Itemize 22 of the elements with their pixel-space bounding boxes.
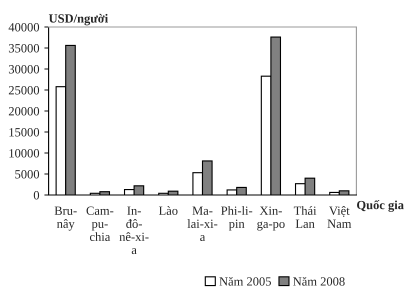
x-axis-title: Quốc gia bbox=[357, 200, 404, 212]
x-tick-label: Lào bbox=[158, 206, 178, 215]
x-tick-label: Cam- pu- chia bbox=[86, 206, 114, 242]
x-tick-label: Ma- lai-xi- a bbox=[187, 206, 218, 242]
x-tick-label: Việt Nam bbox=[328, 206, 352, 228]
y-tick-label: 35000 bbox=[8, 44, 40, 52]
legend-label: Năm 2008 bbox=[293, 277, 345, 286]
y-tick-label: 20000 bbox=[8, 107, 40, 116]
y-tick-label: 25000 bbox=[8, 86, 40, 94]
x-tick-label: Phi-li- pin bbox=[221, 206, 252, 231]
y-tick-label: 10000 bbox=[9, 149, 40, 158]
y-axis-title: USD/người bbox=[48, 14, 108, 26]
x-tick-label: In- đô- nê-xi- a bbox=[119, 206, 149, 254]
y-tick-label: 0 bbox=[34, 191, 40, 200]
legend-label: Năm 2005 bbox=[219, 277, 271, 286]
x-tick-label: Bru- nây bbox=[54, 206, 77, 231]
x-tick-label: Xin- ga-po bbox=[257, 206, 285, 231]
y-tick-label: 40000 bbox=[8, 23, 40, 32]
y-tick-label: 5000 bbox=[15, 170, 40, 178]
x-tick-label: Thái Lan bbox=[294, 206, 316, 228]
y-tick-label: 30000 bbox=[8, 65, 40, 74]
y-tick-label: 15000 bbox=[9, 128, 40, 136]
